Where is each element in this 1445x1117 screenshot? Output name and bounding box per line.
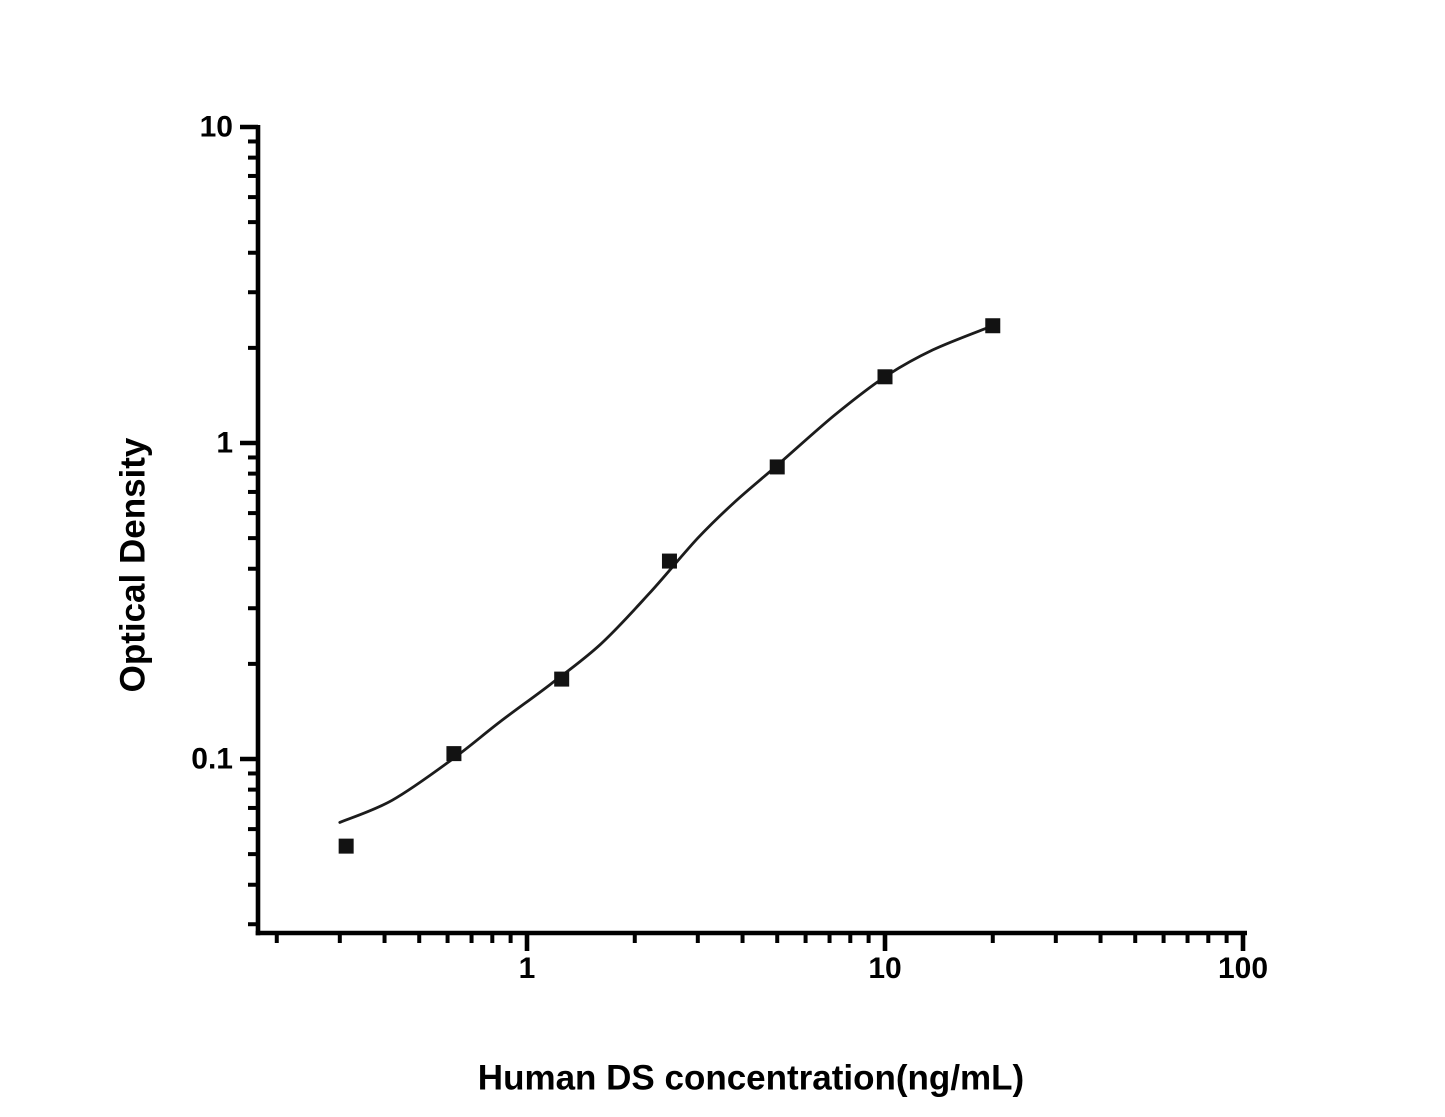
data-point-marker: [446, 746, 462, 762]
data-point-marker: [338, 838, 354, 854]
y-axis-tick-label: 0.1: [191, 743, 233, 776]
x-axis-tick-label: 100: [1218, 952, 1268, 985]
x-axis-tick-label: 10: [868, 952, 901, 985]
y-axis-tick-label: 10: [200, 111, 233, 144]
fit-curve-path: [338, 324, 995, 824]
curve-layer: [338, 324, 995, 824]
data-point-marker: [985, 318, 1001, 334]
data-point-marker: [769, 459, 785, 475]
axes-layer: 1 10 100 10 1 0.1: [191, 111, 1268, 985]
y-axis-title: Optical Density: [114, 437, 153, 692]
data-point-marker: [877, 369, 893, 385]
x-axis-tick-label: 1: [519, 952, 536, 985]
data-point-marker: [661, 553, 677, 569]
data-point-marker: [554, 671, 570, 687]
x-axis-title: Human DS concentration(ng/mL): [478, 1059, 1024, 1098]
y-axis-tick-label: 1: [216, 427, 233, 460]
marker-layer: [338, 318, 1001, 854]
